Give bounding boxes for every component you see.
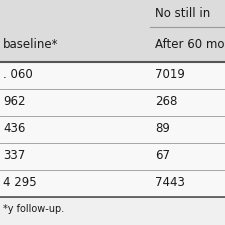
- Text: baseline*: baseline*: [3, 38, 58, 51]
- Text: . 060: . 060: [3, 68, 33, 81]
- Text: 67: 67: [155, 149, 170, 162]
- Text: 7019: 7019: [155, 68, 185, 81]
- Text: 89: 89: [155, 122, 170, 135]
- Text: 436: 436: [3, 122, 25, 135]
- Text: *y follow-up.: *y follow-up.: [3, 205, 64, 214]
- Text: 962: 962: [3, 95, 25, 108]
- Text: 337: 337: [3, 149, 25, 162]
- Bar: [0, 0, 225, 30]
- Text: 268: 268: [155, 95, 177, 108]
- Bar: [0, 62, 225, 197]
- Text: After 60 months: After 60 months: [155, 38, 225, 51]
- Bar: [0, 30, 225, 62]
- Text: 7443: 7443: [155, 176, 185, 189]
- Text: 4 295: 4 295: [3, 176, 37, 189]
- Text: No still in: No still in: [155, 7, 210, 20]
